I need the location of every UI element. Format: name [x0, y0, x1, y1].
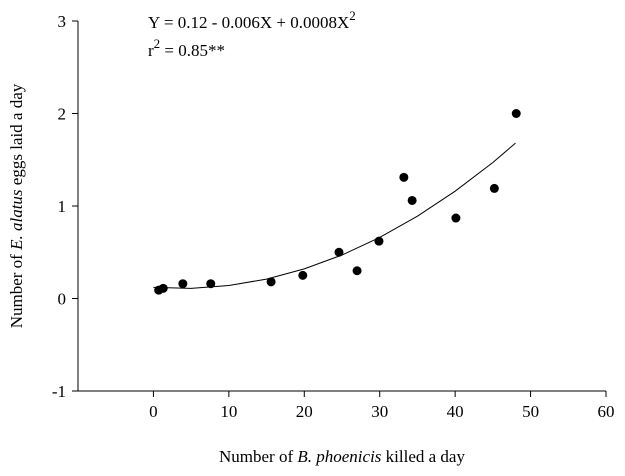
data-point	[374, 236, 384, 246]
r-squared: r2 = 0.85**	[148, 36, 225, 60]
data-point	[407, 195, 417, 205]
superscript: 2	[349, 8, 356, 23]
x-title-part: Number of	[219, 447, 297, 466]
equation: Y = 0.12 - 0.006X + 0.0008X2	[148, 8, 356, 32]
x-tick-label: 50	[522, 402, 539, 421]
data-point	[352, 266, 362, 276]
y-title-part: Number of	[7, 250, 26, 328]
x-tick-label: 20	[296, 402, 313, 421]
data-point	[399, 172, 409, 182]
superscript: 2	[154, 36, 161, 51]
data-point	[206, 279, 216, 289]
data-point	[334, 247, 344, 257]
equation-text: Y = 0.12 - 0.006X + 0.0008X	[148, 13, 349, 32]
x-tick-label: 30	[371, 402, 388, 421]
y-tick-label: 1	[58, 197, 67, 216]
fit-curve	[153, 142, 516, 289]
y-tick-label: -1	[52, 382, 66, 401]
y-title-part: E. alatus	[7, 189, 26, 251]
x-tick-label: 40	[447, 402, 464, 421]
y-tick-label: 3	[58, 12, 67, 31]
r-value: = 0.85**	[160, 41, 225, 60]
x-title-part: killed a day	[381, 447, 465, 466]
x-tick-label: 0	[149, 402, 158, 421]
data-point	[511, 109, 521, 118]
y-title-part: eggs laid a day	[7, 83, 26, 189]
data-point	[298, 270, 308, 280]
data-point	[158, 283, 168, 293]
data-point	[489, 183, 499, 193]
x-tick-label: 10	[220, 402, 237, 421]
data-point	[266, 277, 276, 287]
data-point	[178, 279, 188, 289]
y-axis-title: Number of E. alatus eggs laid a day	[7, 83, 26, 328]
y-tick-label: 0	[58, 290, 67, 309]
x-tick-label: 60	[598, 402, 615, 421]
x-title-part: B. phoenicis	[297, 447, 381, 466]
x-axis-title: Number of B. phoenicis killed a day	[219, 447, 465, 466]
y-tick-label: 2	[58, 105, 67, 124]
data-point	[451, 213, 461, 223]
r-text: r	[148, 41, 154, 60]
